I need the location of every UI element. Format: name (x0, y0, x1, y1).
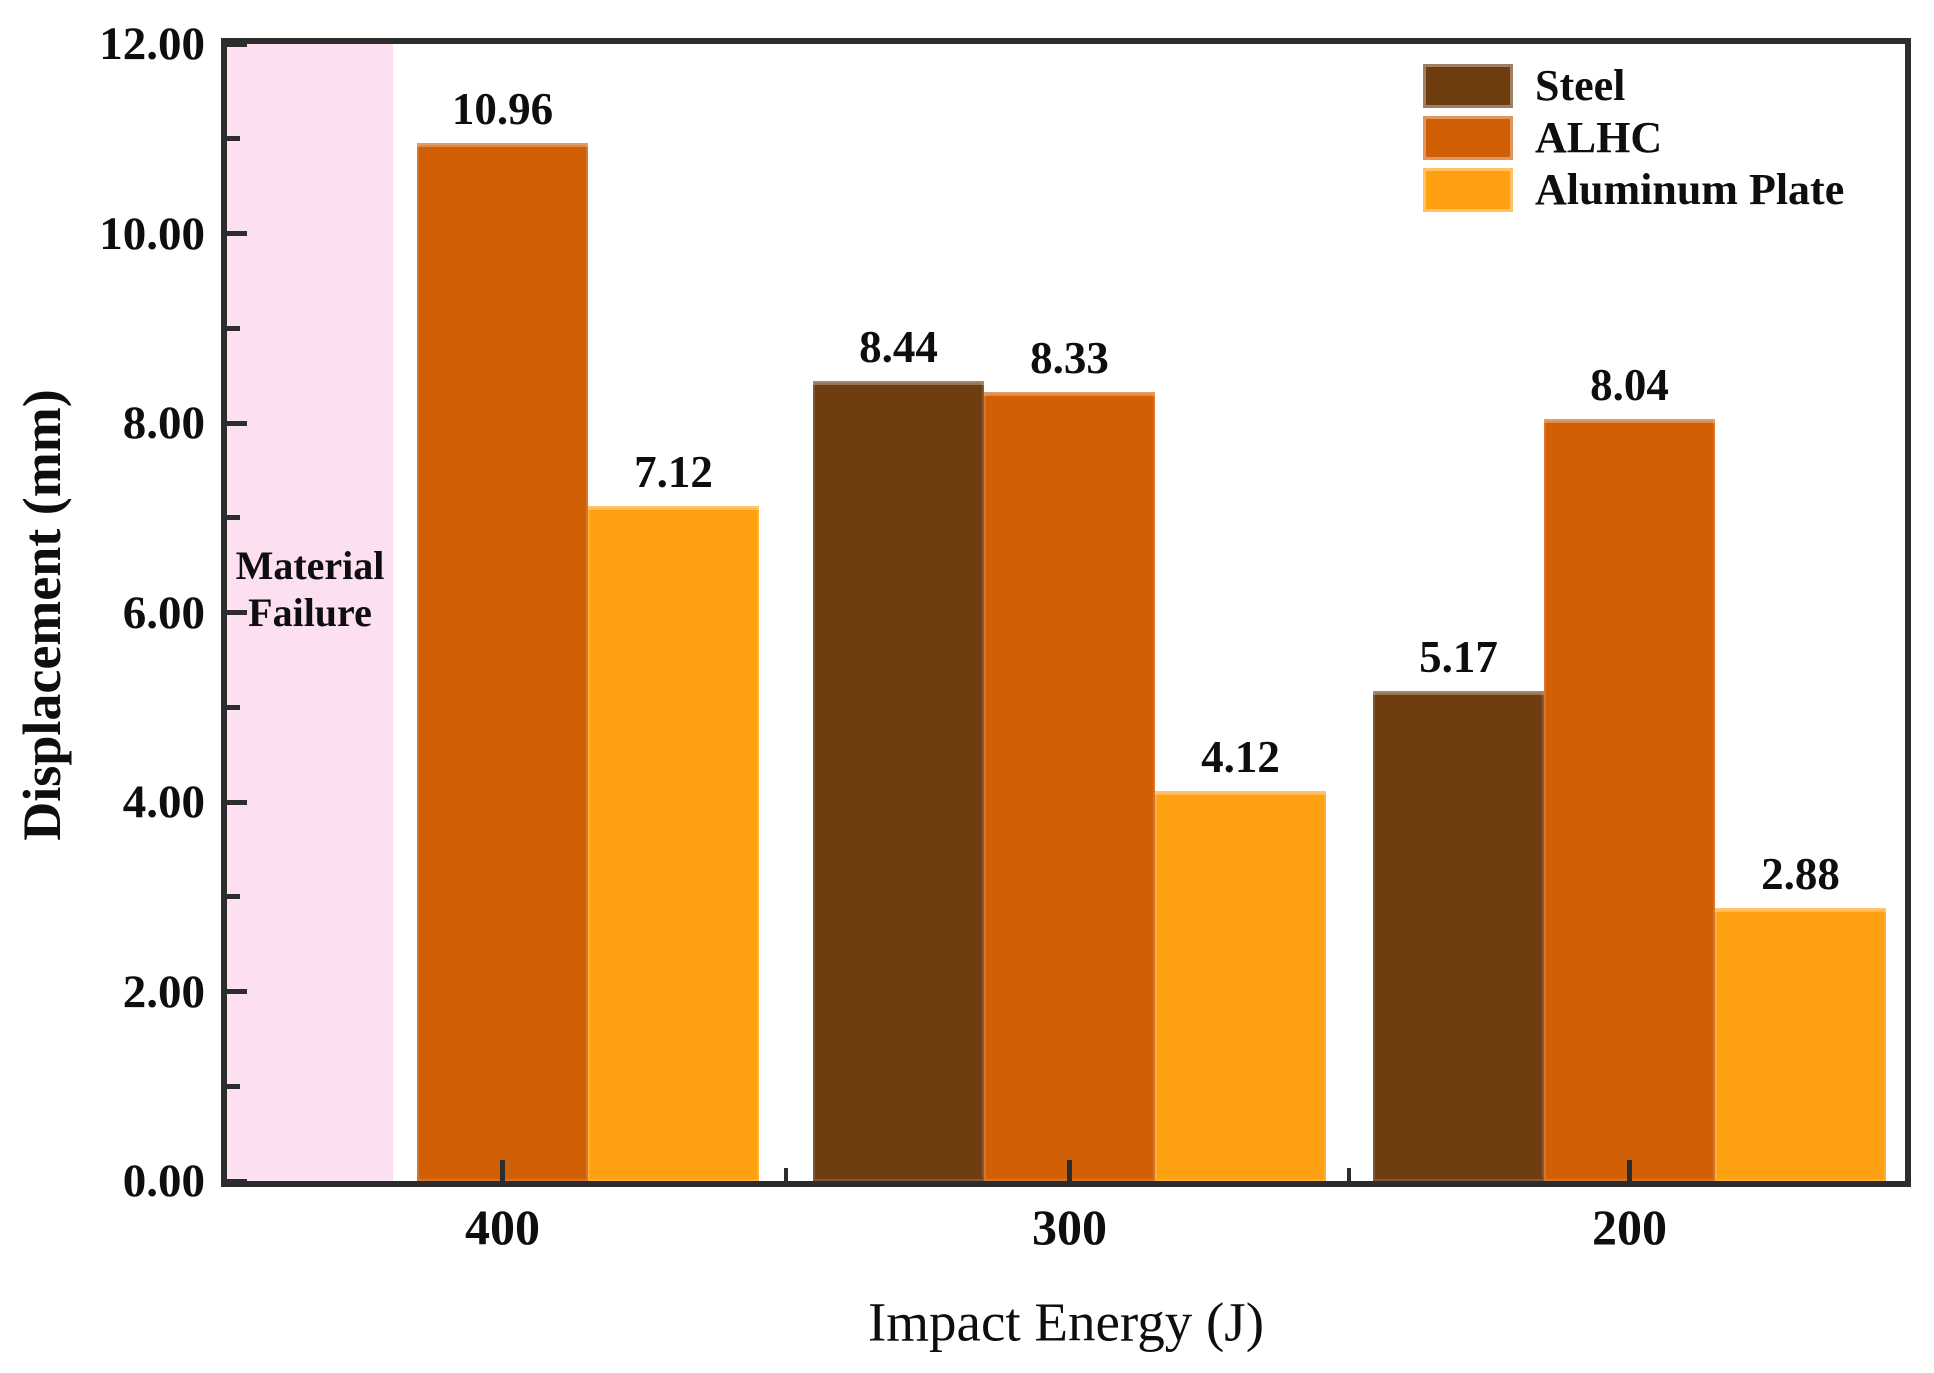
y-tick-6 (227, 610, 247, 615)
legend-swatch-steel (1423, 64, 1513, 108)
legend-item-alhc: ALHC (1423, 116, 1844, 160)
bar-value-aluminum-plate-400: 7.12 (634, 447, 713, 498)
material-failure-line2: Failure (248, 590, 372, 635)
y-tick-label-8: 8.00 (122, 397, 205, 449)
legend-item-aluminum-plate: Aluminum Plate (1423, 168, 1844, 212)
y-tick-9 (227, 325, 240, 331)
bar-steel-200 (1373, 691, 1544, 1181)
bar-alhc-400 (417, 142, 588, 1181)
y-tick-2 (227, 989, 247, 994)
material-failure-label: Material Failure (227, 542, 393, 636)
bar-steel-300 (813, 381, 984, 1181)
y-tick-11 (227, 136, 240, 142)
bar-value-aluminum-plate-300: 4.12 (1201, 731, 1280, 782)
y-tick-1 (227, 1083, 240, 1089)
bar-alhc-300 (984, 391, 1155, 1181)
bar-aluminum-plate-400 (588, 506, 759, 1181)
material-failure-region (227, 44, 393, 1181)
bar-value-alhc-300: 8.33 (1030, 332, 1109, 383)
y-tick-label-6: 6.00 (122, 586, 205, 639)
y-tick-label-4: 4.00 (122, 776, 205, 828)
bar-alhc-200 (1544, 419, 1715, 1181)
x-minor-tick-0 (784, 1168, 788, 1181)
y-tick-8 (227, 420, 247, 426)
y-tick-5 (227, 704, 240, 710)
y-tick-label-12: 12.00 (99, 18, 205, 70)
x-tick-200 (1627, 1160, 1632, 1181)
x-axis-title: Impact Energy (J) (867, 1291, 1265, 1353)
x-tick-300 (1067, 1160, 1072, 1181)
bar-value-alhc-200: 8.04 (1590, 360, 1669, 411)
bar-aluminum-plate-200 (1715, 908, 1886, 1181)
plot-area (221, 38, 1911, 1187)
y-tick-label-10: 10.00 (99, 207, 205, 260)
legend-label-aluminum-plate: Aluminum Plate (1535, 165, 1845, 214)
bar-aluminum-plate-300 (1155, 790, 1326, 1181)
y-tick-12 (227, 41, 247, 47)
x-tick-label-300: 300 (1032, 1199, 1107, 1255)
x-minor-tick-1 (1347, 1168, 1351, 1181)
legend-swatch-alhc (1423, 116, 1513, 160)
bar-value-steel-200: 5.17 (1419, 632, 1498, 683)
legend-swatch-aluminum-plate (1423, 168, 1513, 212)
y-tick-4 (227, 799, 247, 805)
x-tick-label-400: 400 (465, 1199, 540, 1255)
material-failure-line1: Material (235, 543, 385, 588)
y-tick-10 (227, 231, 247, 236)
legend-label-alhc: ALHC (1535, 113, 1663, 162)
bar-value-steel-300: 8.44 (859, 322, 938, 373)
bar-value-aluminum-plate-200: 2.88 (1761, 849, 1840, 900)
y-tick-label-0: 0.00 (122, 1155, 205, 1207)
legend-item-steel: Steel (1423, 64, 1844, 108)
y-tick-3 (227, 894, 240, 900)
legend: Steel ALHC Aluminum Plate (1423, 64, 1844, 212)
x-tick-400 (500, 1160, 505, 1181)
legend-label-steel: Steel (1535, 61, 1626, 110)
y-tick-7 (227, 515, 240, 521)
y-tick-0 (227, 1178, 247, 1184)
bar-value-alhc-400: 10.96 (451, 83, 554, 134)
y-tick-label-2: 2.00 (122, 965, 205, 1018)
x-tick-label-200: 200 (1592, 1199, 1667, 1255)
